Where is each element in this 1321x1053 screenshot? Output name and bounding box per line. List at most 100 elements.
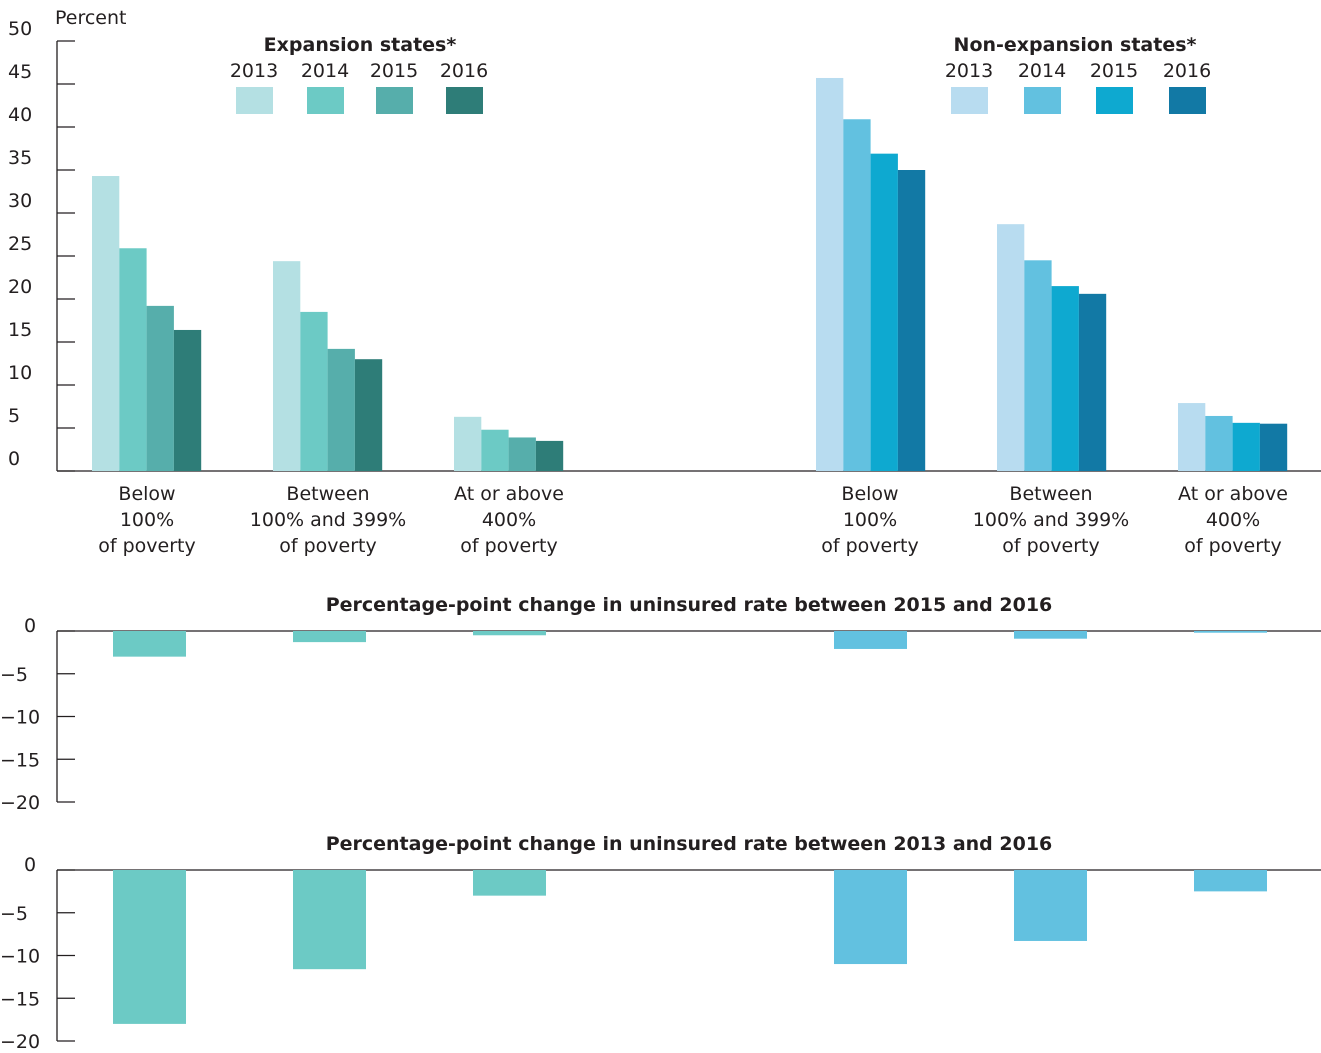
change-bar-expansion-cat2 — [473, 631, 546, 636]
category-label-line2: 400% — [482, 509, 536, 531]
main-chart: 0 5 10 15 20 25 30 35 40 45 50 Percent Below 100% of p… — [8, 7, 1321, 557]
bar-non-expansion-2015-cat0 — [870, 153, 898, 471]
change-bar-expansion-cat1 — [293, 870, 366, 970]
change-bar-expansion-cat0 — [113, 870, 186, 1024]
change-bar-non-expansion-cat2 — [1194, 631, 1267, 633]
legend-year-label: 2016 — [1163, 60, 1211, 82]
y-tick-label: −20 — [0, 792, 40, 814]
bar-non-expansion-2013-cat2 — [1178, 403, 1206, 471]
y-tick-label: −15 — [0, 988, 40, 1010]
category-label-line1: At or above — [454, 483, 564, 505]
y-tick-label: 0 — [8, 448, 20, 470]
y-tick-label: 0 — [24, 854, 36, 876]
bar-expansion-2014-cat1 — [300, 311, 328, 471]
sub-chart-title: Percentage-point change in uninsured rat… — [326, 833, 1053, 855]
legend-year-label: 2014 — [1018, 60, 1066, 82]
y-tick-label: −10 — [0, 946, 40, 968]
y-tick-label: 15 — [8, 319, 32, 341]
legend-swatch-2016 — [446, 87, 483, 114]
bar-expansion-2015-cat0 — [146, 305, 174, 471]
legend-swatch-2015 — [376, 87, 413, 114]
y-tick-label: −5 — [0, 664, 28, 686]
bar-expansion-2016-cat2 — [535, 440, 564, 471]
category-label-line3: of poverty — [279, 535, 376, 557]
legend-year-label: 2013 — [945, 60, 993, 82]
y-tick-label: 35 — [8, 147, 32, 169]
bar-expansion-2016-cat1 — [354, 359, 383, 471]
category-label-line3: of poverty — [98, 535, 195, 557]
change-2015-2016-chart: Percentage-point change in uninsured rat… — [0, 594, 1321, 814]
category-label-line1: Below — [118, 483, 175, 505]
y-tick-label: 45 — [8, 61, 32, 83]
category-label-line2: 100% and 399% — [973, 509, 1129, 531]
category-label-line1: At or above — [1178, 483, 1288, 505]
bar-expansion-2016-cat0 — [173, 329, 202, 471]
legend-year-label: 2016 — [440, 60, 488, 82]
legend-swatch-2014 — [1024, 87, 1061, 114]
change-bar-expansion-cat2 — [473, 870, 546, 896]
sub-chart-title: Percentage-point change in uninsured rat… — [326, 594, 1053, 616]
category-label-line1: Between — [286, 483, 369, 505]
category-label-line3: of poverty — [1184, 535, 1281, 557]
legend-swatch-2016 — [1169, 87, 1206, 114]
legend-year-label: 2013 — [230, 60, 278, 82]
change-2013-2016-chart: Percentage-point change in uninsured rat… — [0, 833, 1321, 1053]
y-axis-label: Percent — [55, 7, 127, 29]
y-tick-label: 50 — [8, 18, 32, 40]
y-tick-label: −10 — [0, 707, 40, 729]
bar-expansion-2013-cat1 — [273, 261, 301, 471]
change-bar-non-expansion-cat1 — [1014, 631, 1087, 639]
y-tick-label: 10 — [8, 362, 32, 384]
legend-swatch-2013 — [236, 87, 273, 114]
y-tick-label: 40 — [8, 104, 32, 126]
bar-expansion-2015-cat2 — [508, 437, 536, 471]
y-tick-label: −15 — [0, 749, 40, 771]
bar-non-expansion-2013-cat0 — [816, 77, 844, 471]
y-tick-label: −20 — [0, 1031, 40, 1053]
category-label-line3: of poverty — [460, 535, 557, 557]
y-tick-label: −5 — [0, 903, 28, 925]
category-label-line1: Below — [841, 483, 898, 505]
category-label-line3: of poverty — [1002, 535, 1099, 557]
category-label-line2: 100% and 399% — [250, 509, 406, 531]
change-bar-expansion-cat1 — [293, 631, 366, 643]
bar-non-expansion-2015-cat1 — [1051, 286, 1079, 471]
bar-non-expansion-2016-cat1 — [1078, 293, 1107, 471]
y-tick-label: 5 — [8, 405, 20, 427]
change-bar-non-expansion-cat2 — [1194, 870, 1267, 892]
bar-non-expansion-2014-cat1 — [1024, 260, 1052, 471]
bar-non-expansion-2016-cat0 — [897, 170, 926, 471]
bar-non-expansion-2015-cat2 — [1232, 422, 1260, 471]
legend-swatch-2015 — [1096, 87, 1133, 114]
legend-title-non-expansion: Non-expansion states* — [954, 34, 1197, 56]
change-bar-expansion-cat0 — [113, 631, 186, 657]
bar-non-expansion-2013-cat1 — [997, 224, 1025, 471]
change-bar-non-expansion-cat0 — [834, 870, 907, 965]
change-bar-non-expansion-cat1 — [1014, 870, 1087, 941]
category-label-line2: 100% — [120, 509, 174, 531]
y-tick-label: 30 — [8, 190, 32, 212]
legend-title-expansion: Expansion states* — [264, 34, 457, 56]
y-tick-label: 20 — [8, 276, 32, 298]
bar-non-expansion-2014-cat2 — [1205, 415, 1233, 471]
legend-swatch-2013 — [951, 87, 988, 114]
category-label-line3: of poverty — [821, 535, 918, 557]
legend-year-label: 2015 — [370, 60, 418, 82]
category-label-line2: 400% — [1206, 509, 1260, 531]
bar-expansion-2013-cat0 — [92, 176, 120, 471]
bar-expansion-2014-cat2 — [481, 429, 509, 471]
bar-non-expansion-2014-cat0 — [843, 119, 871, 471]
change-bar-non-expansion-cat0 — [834, 631, 907, 649]
category-label-line1: Between — [1009, 483, 1092, 505]
category-label-line2: 100% — [843, 509, 897, 531]
y-tick-label: 0 — [24, 615, 36, 637]
bar-non-expansion-2016-cat2 — [1259, 423, 1288, 471]
legend-year-label: 2014 — [301, 60, 349, 82]
y-tick-label: 25 — [8, 233, 32, 255]
bar-expansion-2015-cat1 — [327, 348, 355, 471]
bar-expansion-2013-cat2 — [454, 416, 482, 471]
legend-swatch-2014 — [307, 87, 344, 114]
bar-expansion-2014-cat0 — [119, 248, 147, 471]
